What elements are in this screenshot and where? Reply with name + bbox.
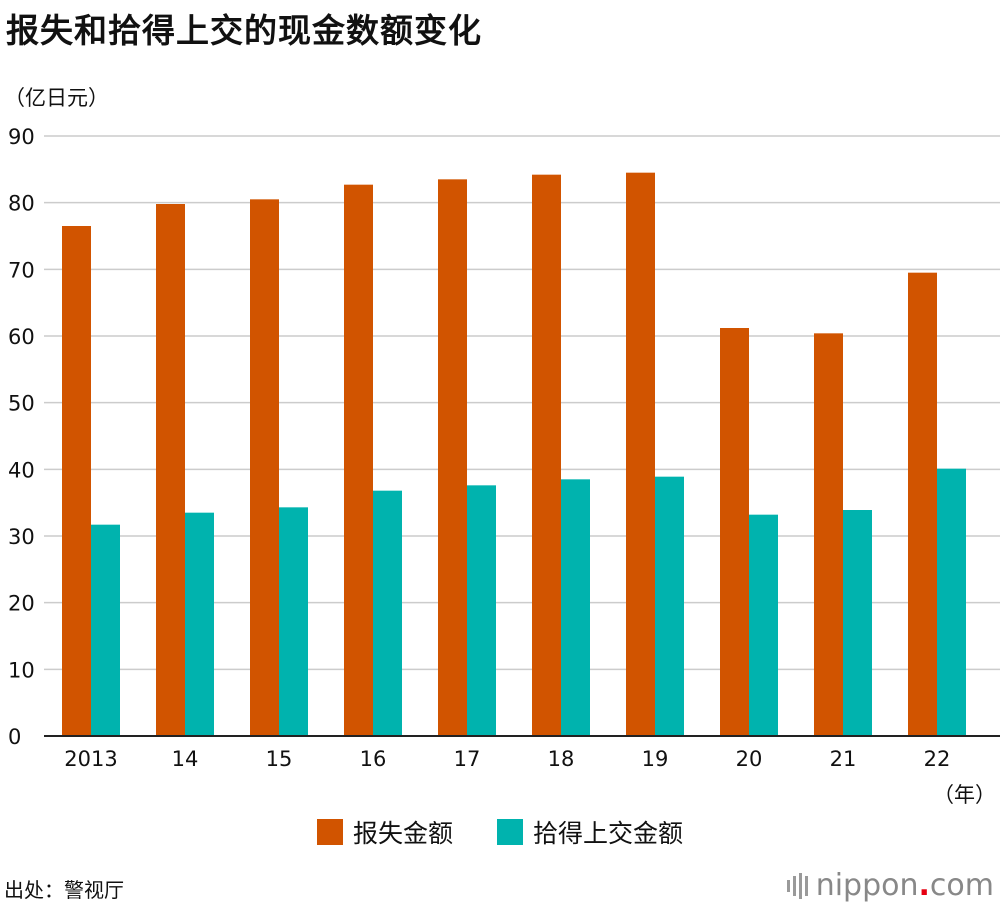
- bar-lost-15: [250, 199, 279, 737]
- legend-swatch-lost: [316, 819, 343, 845]
- x-tick-label: 17: [454, 747, 481, 771]
- bar-found-18: [561, 479, 590, 736]
- legend-label-lost: 报失金额: [352, 819, 453, 848]
- y-axis-unit-label: （亿日元）: [4, 86, 109, 110]
- bar-lost-14: [156, 204, 185, 736]
- y-tick-label: 40: [8, 458, 35, 482]
- y-tick-label: 20: [8, 592, 35, 616]
- y-tick-label: 60: [8, 325, 35, 349]
- y-tick-label: 30: [8, 525, 35, 549]
- x-tick-label: 20: [736, 747, 763, 771]
- bar-lost-21: [814, 333, 843, 736]
- logo-suffix: com: [929, 868, 994, 903]
- bar-lost-16: [344, 184, 373, 736]
- y-tick-label: 90: [8, 125, 35, 149]
- logo-bars-icon: [786, 872, 808, 899]
- bar-found-20: [749, 514, 778, 736]
- y-tick-label: 0: [8, 725, 21, 749]
- logo-name: nippon: [815, 868, 919, 903]
- bar-found-14: [185, 512, 214, 736]
- x-tick-label: 16: [360, 747, 387, 771]
- bar-found-15: [279, 507, 308, 736]
- bar-found-22: [937, 468, 966, 736]
- bar-chart: 0 10 20 30 40 50 60 70 80 90 2013 14 15 16 17 18 19 20 21…: [8, 125, 1000, 807]
- bar-lost-20: [720, 328, 749, 736]
- legend-item-found: 拾得上交金额: [497, 814, 683, 850]
- x-tick-label: 19: [642, 747, 669, 771]
- x-tick-label: 2013: [64, 747, 117, 771]
- legend-item-lost: 报失金额: [316, 814, 453, 850]
- y-tick-label: 10: [8, 658, 35, 682]
- bar-lost-2013: [62, 226, 91, 736]
- x-tick-label: 21: [830, 747, 857, 771]
- y-tick-label: 50: [8, 392, 35, 416]
- nippon-logo: nippon. com: [786, 868, 994, 903]
- chart-title: 报失和拾得上交的现金数额变化: [6, 11, 482, 50]
- bar-lost-22: [908, 272, 937, 736]
- x-tick-label: 22: [924, 747, 951, 771]
- bars: [62, 172, 966, 737]
- y-tick-label: 80: [8, 192, 35, 216]
- bar-lost-18: [532, 174, 561, 736]
- source-note: 出处：警视厅: [4, 878, 124, 902]
- x-tick-label: 18: [548, 747, 575, 771]
- bar-lost-19: [626, 172, 655, 736]
- bar-found-19: [655, 476, 684, 736]
- y-axis-ticks: 0 10 20 30 40 50 60 70 80 90: [8, 125, 35, 749]
- logo-dot: .: [918, 868, 930, 903]
- bar-found-21: [843, 510, 872, 736]
- bar-found-2013: [91, 524, 120, 736]
- legend-swatch-found: [497, 819, 523, 845]
- x-axis-unit-label: （年）: [933, 783, 996, 807]
- legend: 报失金额 拾得上交金额: [0, 814, 1000, 850]
- x-axis-ticks: 2013 14 15 16 17 18 19 20 21 22: [64, 747, 950, 771]
- legend-label-found: 拾得上交金额: [533, 819, 684, 848]
- bar-found-17: [467, 485, 496, 736]
- y-tick-label: 70: [8, 258, 35, 282]
- x-tick-label: 15: [266, 747, 293, 771]
- x-tick-label: 14: [172, 747, 199, 771]
- bar-lost-17: [438, 179, 467, 737]
- bar-found-16: [373, 490, 402, 736]
